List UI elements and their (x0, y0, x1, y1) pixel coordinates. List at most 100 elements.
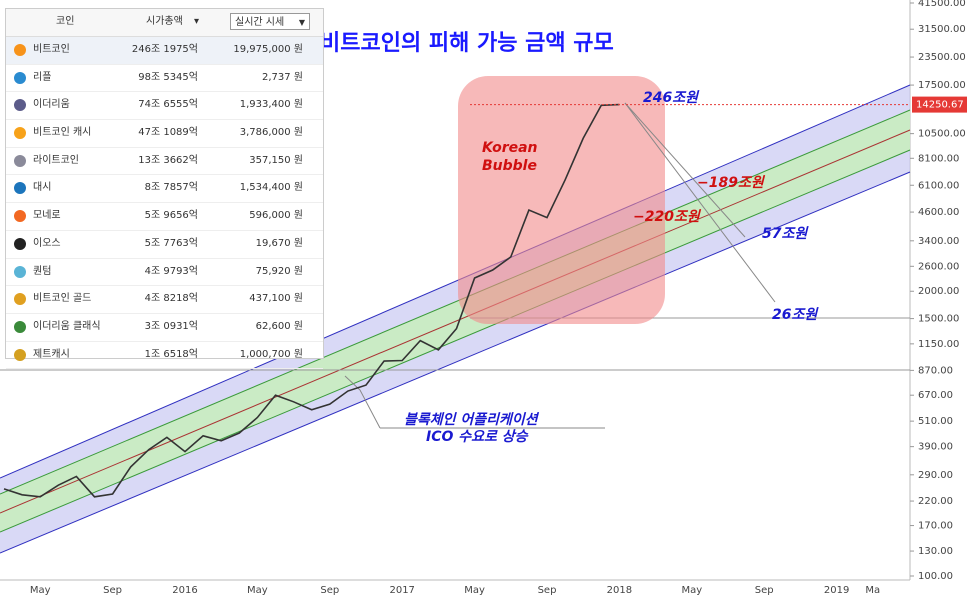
y-tick-label: 510.00 (918, 416, 953, 427)
market-cap: 8조 7857억 (144, 182, 198, 194)
annotation: ICO 수요로 상승 (426, 429, 529, 445)
coin-name[interactable]: 이오스 (33, 237, 61, 249)
table-row[interactable]: 제트캐시 1조 6518억 1,000,700 원 (6, 342, 323, 370)
coin-icon (14, 127, 26, 140)
table-row[interactable]: 이더리움 74조 6555억 1,933,400 원 (6, 92, 323, 121)
market-cap: 5조 9656억 (144, 210, 198, 222)
y-tick-label: 3400.00 (918, 236, 959, 247)
market-cap: 1조 6518억 (144, 348, 198, 360)
price: 357,150 원 (249, 154, 303, 166)
y-tick-label: 670.00 (918, 390, 953, 401)
x-tick-label: 2017 (389, 585, 414, 596)
table-row[interactable]: 퀀텀 4조 9793억 75,920 원 (6, 259, 323, 287)
coin-name[interactable]: 비트코인 캐시 (33, 127, 92, 139)
price: 1,933,400 원 (239, 99, 303, 111)
coin-icon (14, 293, 26, 306)
channel-line (0, 149, 911, 533)
y-tick-label: 1500.00 (918, 314, 959, 325)
arrow (624, 102, 776, 303)
x-tick-label: May (247, 585, 268, 596)
coin-name[interactable]: 리플 (33, 71, 52, 83)
table-row[interactable]: 대시 8조 7857억 1,534,400 원 (6, 175, 323, 204)
market-cap: 3조 0931억 (144, 320, 198, 332)
annotation: 57조원 (762, 226, 809, 242)
table-row[interactable]: 라이트코인 13조 3662억 357,150 원 (6, 148, 323, 176)
coin-name[interactable]: 퀀텀 (33, 265, 52, 277)
table-row[interactable]: 비트코인 캐시 47조 1089억 3,786,000 원 (6, 120, 323, 148)
x-tick-label: Sep (755, 585, 774, 596)
price: 19,975,000 원 (233, 44, 303, 55)
price: 75,920 원 (255, 265, 303, 277)
price-line (3, 103, 620, 498)
annotation: −189조원 (697, 175, 766, 191)
header-cell: 코인 (56, 16, 75, 27)
coin-name[interactable]: 이더리움 클래식 (33, 320, 101, 332)
market-cap: 4조 8218억 (144, 293, 198, 305)
coin-name[interactable]: 모네로 (33, 210, 61, 222)
x-tick-label: 2019 (824, 585, 849, 596)
coin-name[interactable]: 제트캐시 (33, 348, 70, 360)
y-tick-label: 41500.00 (918, 0, 966, 9)
market-cap: 5조 7763억 (144, 237, 198, 249)
y-tick-label: 17500.00 (918, 80, 966, 91)
y-tick-label: 100.00 (918, 571, 953, 582)
coin-name[interactable]: 이더리움 (33, 99, 70, 111)
x-tick-label: Sep (103, 585, 122, 596)
price: 19,670 원 (255, 237, 303, 249)
coin-name[interactable]: 비트코인 골드 (33, 293, 92, 305)
x-tick-label: Sep (538, 585, 557, 596)
y-tick-label: 870.00 (918, 365, 953, 376)
coin-icon (14, 237, 26, 250)
channel-line (0, 109, 911, 495)
table-row[interactable]: 비트코인 골드 4조 8218억 437,100 원 (6, 286, 323, 314)
coin-name[interactable]: 비트코인 (33, 44, 70, 55)
market-cap: 74조 6555억 (138, 99, 198, 111)
price-tag (912, 96, 967, 113)
price: 1,000,700 원 (239, 348, 303, 360)
coin-icon (14, 71, 26, 84)
price: 2,737 원 (261, 71, 303, 83)
coin-icon (14, 320, 26, 333)
title: 비트코인의 피해 가능 금액 규모 (320, 31, 614, 56)
y-tick-label: 10500.00 (918, 129, 966, 140)
coin-icon (14, 44, 26, 56)
market-cap: 4조 9793억 (144, 265, 198, 277)
annotation: 26조원 (772, 307, 819, 323)
y-tick-label: 23500.00 (918, 52, 966, 63)
x-tick-label: 2016 (172, 585, 197, 596)
table-row[interactable]: 이오스 5조 7763억 19,670 원 (6, 231, 323, 259)
table-header: 코인 시가총액 ▾ 실시간 시세 ▼ (6, 9, 323, 37)
table-row[interactable]: 이더리움 클래식 3조 0931억 62,600 원 (6, 314, 323, 342)
dropdown[interactable]: 실시간 시세 ▼ (230, 13, 310, 30)
x-tick-label: 2018 (607, 585, 632, 596)
y-tick-label: 220.00 (918, 496, 953, 507)
coin-icon (14, 265, 26, 278)
y-tick-label: 8100.00 (918, 153, 959, 164)
coin-icon (14, 99, 26, 112)
coin-name[interactable]: 대시 (33, 182, 52, 194)
coin-icon (14, 182, 26, 195)
sort-mark[interactable]: ▾ (194, 16, 200, 27)
coin-table: 코인 시가총액 ▾ 실시간 시세 ▼ 비트코인 246조 1975억 19,975,0… (5, 8, 324, 370)
annotation: 246조원 (643, 90, 700, 106)
table-row[interactable]: 리플 98조 5345억 2,737 원 (6, 65, 323, 93)
y-tick-label: 2600.00 (918, 261, 959, 272)
coin-icon (14, 154, 26, 167)
coin-name[interactable]: 라이트코인 (33, 154, 79, 166)
y-tick-label: 170.00 (918, 521, 953, 532)
price: 437,100 원 (249, 293, 303, 305)
market-cap: 98조 5345억 (138, 71, 198, 83)
market-cap: 47조 1089억 (138, 127, 198, 139)
header-cell[interactable]: 시가총액 (146, 16, 183, 27)
table-row[interactable]: 모네로 5조 9656억 596,000 원 (6, 203, 323, 231)
dropdown-mark[interactable]: ▼ (298, 18, 305, 27)
x-tick-label: May (681, 585, 702, 596)
y-tick-label: 390.00 (918, 442, 953, 453)
dropdown-label[interactable]: 실시간 시세 (235, 17, 285, 28)
x-tick-label: Sep (320, 585, 339, 596)
coin-icon (14, 348, 26, 361)
table-row[interactable]: 비트코인 246조 1975억 19,975,000 원 (6, 37, 323, 65)
